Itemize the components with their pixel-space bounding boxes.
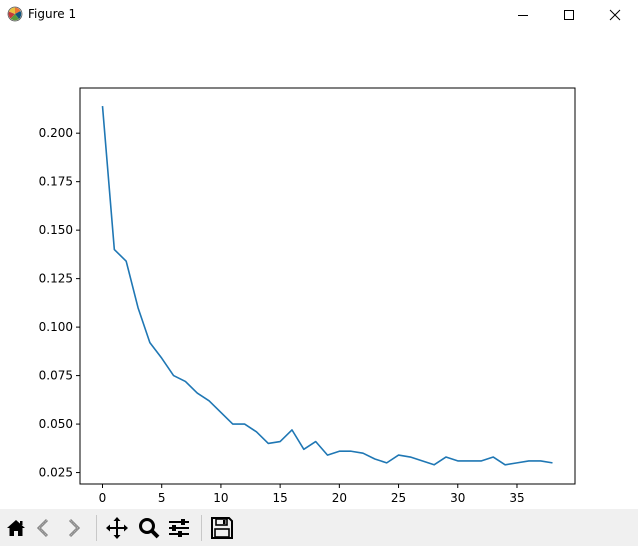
pan-icon [106, 517, 128, 539]
navigation-toolbar [0, 509, 638, 546]
minimize-button[interactable] [500, 0, 546, 29]
y-tick-label: 0.150 [39, 223, 73, 237]
close-button[interactable] [592, 0, 638, 29]
configure-subplots-button[interactable] [166, 514, 192, 542]
x-tick-label: 20 [332, 491, 347, 505]
toolbar-separator [96, 515, 97, 541]
y-tick-label: 0.200 [39, 126, 73, 140]
zoom-icon [139, 518, 160, 539]
x-tick-label: 35 [509, 491, 524, 505]
axes-frame [79, 87, 576, 485]
line-chart: 0 5 10 15 20 25 30 35 0.025 0.050 0.075 0.100 0.125 0… [39, 87, 576, 505]
y-tick-label: 0.075 [39, 369, 73, 383]
y-tick-label: 0.025 [39, 466, 73, 480]
series-lines [101, 105, 553, 466]
y-tick-label: 0.175 [39, 175, 73, 189]
y-tick-label: 0.050 [39, 417, 73, 431]
x-tick-label: 5 [158, 491, 166, 505]
back-button[interactable] [31, 514, 57, 542]
maximize-button[interactable] [546, 0, 592, 29]
x-tick-label: 25 [391, 491, 406, 505]
close-icon [609, 9, 621, 20]
axis-ticks: 0 5 10 15 20 25 30 35 0.025 0.050 0.075 0.100 0.125 0… [39, 126, 525, 505]
maximize-icon [564, 9, 574, 20]
y-tick-label: 0.100 [39, 320, 73, 334]
back-icon [36, 518, 49, 538]
title-bar: Figure 1 [0, 0, 638, 29]
forward-button[interactable] [60, 514, 86, 542]
x-tick-label: 15 [272, 491, 287, 505]
y-tick-label: 0.125 [39, 272, 73, 286]
matplotlib-logo-icon [7, 6, 23, 22]
save-icon [211, 517, 233, 539]
figure-canvas[interactable]: 0 5 10 15 20 25 30 35 0.025 0.050 0.075 0.100 0.125 0… [0, 29, 638, 509]
window-title: Figure 1 [28, 7, 77, 21]
x-tick-label: 10 [213, 491, 228, 505]
x-tick-label: 0 [99, 491, 107, 505]
configure-subplots-icon [169, 519, 189, 537]
zoom-button[interactable] [136, 514, 162, 542]
series-line [101, 105, 553, 466]
home-button[interactable] [3, 514, 29, 542]
save-button[interactable] [209, 514, 235, 542]
toolbar-separator [201, 515, 202, 541]
minimize-icon [518, 14, 528, 16]
pan-button[interactable] [104, 514, 130, 542]
forward-icon [68, 518, 81, 538]
home-icon [7, 520, 25, 536]
x-tick-label: 30 [450, 491, 465, 505]
